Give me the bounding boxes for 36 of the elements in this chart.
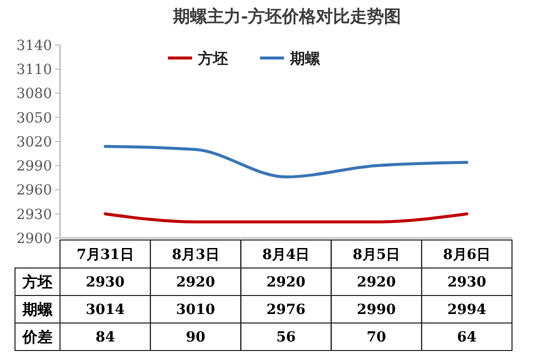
x-tick-label: 8月3日 — [172, 246, 220, 263]
data-label: 3010 — [176, 302, 216, 318]
y-tick-label: 3140 — [16, 38, 52, 54]
text: 70 — [366, 330, 386, 346]
text: 期螺 — [22, 300, 52, 318]
text: 64 — [457, 330, 477, 346]
data-label: 2930 — [86, 274, 125, 291]
legend-label: 期螺 — [289, 49, 321, 68]
data-label: 2990 — [356, 302, 396, 318]
x-tick-label: 8月6日 — [443, 246, 491, 263]
y-tick-label: 3020 — [16, 134, 52, 150]
y-tick-label: 2990 — [16, 158, 52, 175]
line-series — [104, 144, 468, 178]
text: 价差 — [22, 328, 52, 346]
data-label: 2976 — [266, 302, 306, 318]
legend-label: 方坯 — [197, 49, 228, 68]
y-tick-label: 3110 — [16, 62, 52, 78]
data-label: 2930 — [447, 274, 487, 291]
text: 56 — [276, 330, 296, 346]
data-label: 3014 — [86, 302, 125, 318]
x-tick-label: 7月31日 — [76, 246, 134, 263]
y-tick-label: 2930 — [16, 206, 52, 223]
data-label: 2920 — [356, 274, 396, 291]
x-tick-label: 8月5日 — [352, 246, 400, 263]
x-tick-label: 8月4日 — [262, 246, 310, 263]
text: 90 — [186, 330, 206, 346]
y-tick-label: 3080 — [16, 86, 52, 102]
y-tick-label: 3050 — [16, 110, 52, 126]
data-label: 2920 — [266, 274, 306, 291]
text: 方坯 — [22, 273, 52, 291]
y-tick-label: 2900 — [16, 230, 52, 247]
chart-title: 期螺主力-方坯价格对比走势图 — [172, 7, 402, 27]
y-tick-label: 2960 — [16, 182, 52, 199]
data-label: 2994 — [447, 302, 487, 318]
text: 84 — [95, 330, 116, 346]
data-label: 2920 — [176, 274, 216, 291]
